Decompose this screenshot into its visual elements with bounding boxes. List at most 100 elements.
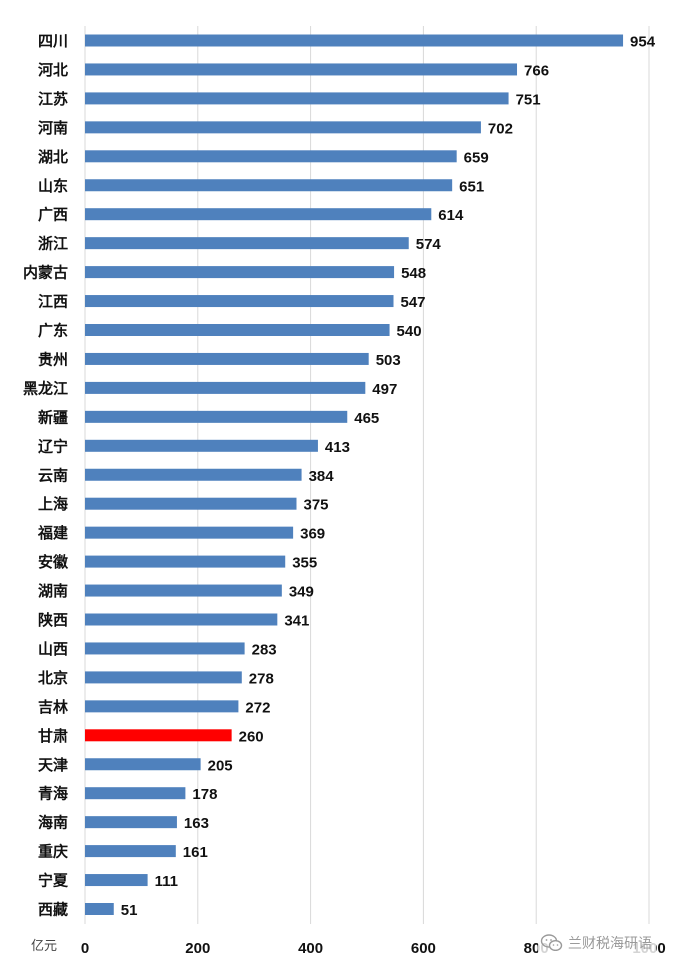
data-label: 651 xyxy=(459,178,484,195)
category-label: 吉林 xyxy=(38,698,69,716)
watermark: 兰财税海研语 xyxy=(538,930,656,956)
data-label: 161 xyxy=(183,844,208,861)
x-tick-label: 400 xyxy=(298,940,323,957)
data-label: 260 xyxy=(239,728,264,745)
data-label: 659 xyxy=(464,149,489,166)
data-label: 614 xyxy=(438,207,464,224)
data-label: 278 xyxy=(249,670,274,687)
bar xyxy=(85,208,432,221)
bar xyxy=(85,526,294,539)
bar xyxy=(85,92,509,105)
category-label: 山东 xyxy=(38,177,68,195)
data-label: 751 xyxy=(516,91,541,108)
data-label: 413 xyxy=(325,439,350,456)
bar xyxy=(85,816,177,829)
category-label: 河南 xyxy=(38,119,68,137)
data-label: 163 xyxy=(184,815,209,832)
bar xyxy=(85,295,394,308)
category-label: 青海 xyxy=(38,785,68,803)
category-label: 四川 xyxy=(38,32,68,50)
bar xyxy=(85,584,282,597)
wechat-icon xyxy=(540,934,563,952)
data-label: 355 xyxy=(292,555,317,572)
bar xyxy=(85,555,286,568)
category-label: 辽宁 xyxy=(38,437,68,455)
data-label: 384 xyxy=(309,468,335,485)
data-label: 111 xyxy=(155,873,178,890)
category-label: 贵州 xyxy=(38,350,68,368)
data-label: 954 xyxy=(630,34,656,51)
data-label: 349 xyxy=(289,584,314,601)
data-label: 205 xyxy=(208,757,233,774)
bar xyxy=(85,439,318,452)
x-tick-label: 200 xyxy=(185,940,210,957)
data-label: 178 xyxy=(192,786,217,803)
bar xyxy=(85,179,453,192)
data-label: 272 xyxy=(245,699,270,716)
category-label: 安徽 xyxy=(38,553,69,571)
data-label: 341 xyxy=(284,613,309,630)
gridlines xyxy=(84,26,650,924)
bar-highlighted xyxy=(85,729,232,742)
category-label: 浙江 xyxy=(38,235,68,253)
data-label: 497 xyxy=(372,381,397,398)
bar xyxy=(85,787,186,800)
category-label: 西藏 xyxy=(38,901,68,919)
bar xyxy=(85,410,348,423)
bar xyxy=(85,63,518,76)
category-label: 江苏 xyxy=(38,90,68,108)
data-label: 548 xyxy=(401,265,426,282)
category-label: 湖南 xyxy=(38,582,68,600)
category-label: 上海 xyxy=(38,495,68,513)
bar xyxy=(85,497,297,510)
category-label: 内蒙古 xyxy=(23,264,68,282)
bar xyxy=(85,352,369,365)
x-tick-label: 600 xyxy=(411,940,436,957)
bar xyxy=(85,237,409,250)
bar xyxy=(85,642,245,655)
category-label: 广西 xyxy=(38,206,68,224)
category-label: 广东 xyxy=(38,322,68,340)
data-label: 283 xyxy=(252,641,277,658)
data-label: 574 xyxy=(416,236,442,253)
data-label: 369 xyxy=(300,526,325,543)
category-label: 甘肃 xyxy=(38,727,68,745)
data-label: 51 xyxy=(121,902,138,919)
category-label: 江西 xyxy=(38,293,68,311)
category-label: 河北 xyxy=(38,61,68,79)
bar xyxy=(85,671,242,684)
category-label: 宁夏 xyxy=(38,872,69,890)
bar-series xyxy=(85,34,624,915)
bar xyxy=(85,845,176,858)
category-label: 湖北 xyxy=(38,148,68,166)
category-label: 山西 xyxy=(38,640,68,658)
data-label: 702 xyxy=(488,120,513,137)
data-label: 766 xyxy=(524,62,549,79)
bar xyxy=(85,324,390,336)
category-label: 重庆 xyxy=(38,843,68,861)
bar xyxy=(85,613,278,626)
category-label: 海南 xyxy=(38,814,68,832)
bar xyxy=(85,903,114,915)
category-axis-labels: 四川河北江苏河南湖北山东广西浙江内蒙古江西广东贵州黑龙江新疆辽宁云南上海福建安徽… xyxy=(23,32,69,919)
watermark-text: 兰财税海研语 xyxy=(568,936,652,952)
bar xyxy=(85,874,148,887)
data-label: 465 xyxy=(354,410,379,427)
bar xyxy=(85,34,624,47)
category-label: 陕西 xyxy=(38,611,68,629)
bar xyxy=(85,381,366,394)
bar xyxy=(85,700,239,713)
bar xyxy=(85,266,395,279)
axis-unit-label: 亿元 xyxy=(31,939,57,954)
category-label: 福建 xyxy=(37,524,69,542)
category-label: 天津 xyxy=(38,756,68,774)
bar xyxy=(85,468,302,481)
x-tick-label: 0 xyxy=(81,940,89,957)
category-label: 新疆 xyxy=(38,408,68,426)
data-label: 540 xyxy=(397,323,422,340)
category-label: 云南 xyxy=(38,466,68,484)
category-label: 北京 xyxy=(38,669,68,687)
bar xyxy=(85,121,481,134)
